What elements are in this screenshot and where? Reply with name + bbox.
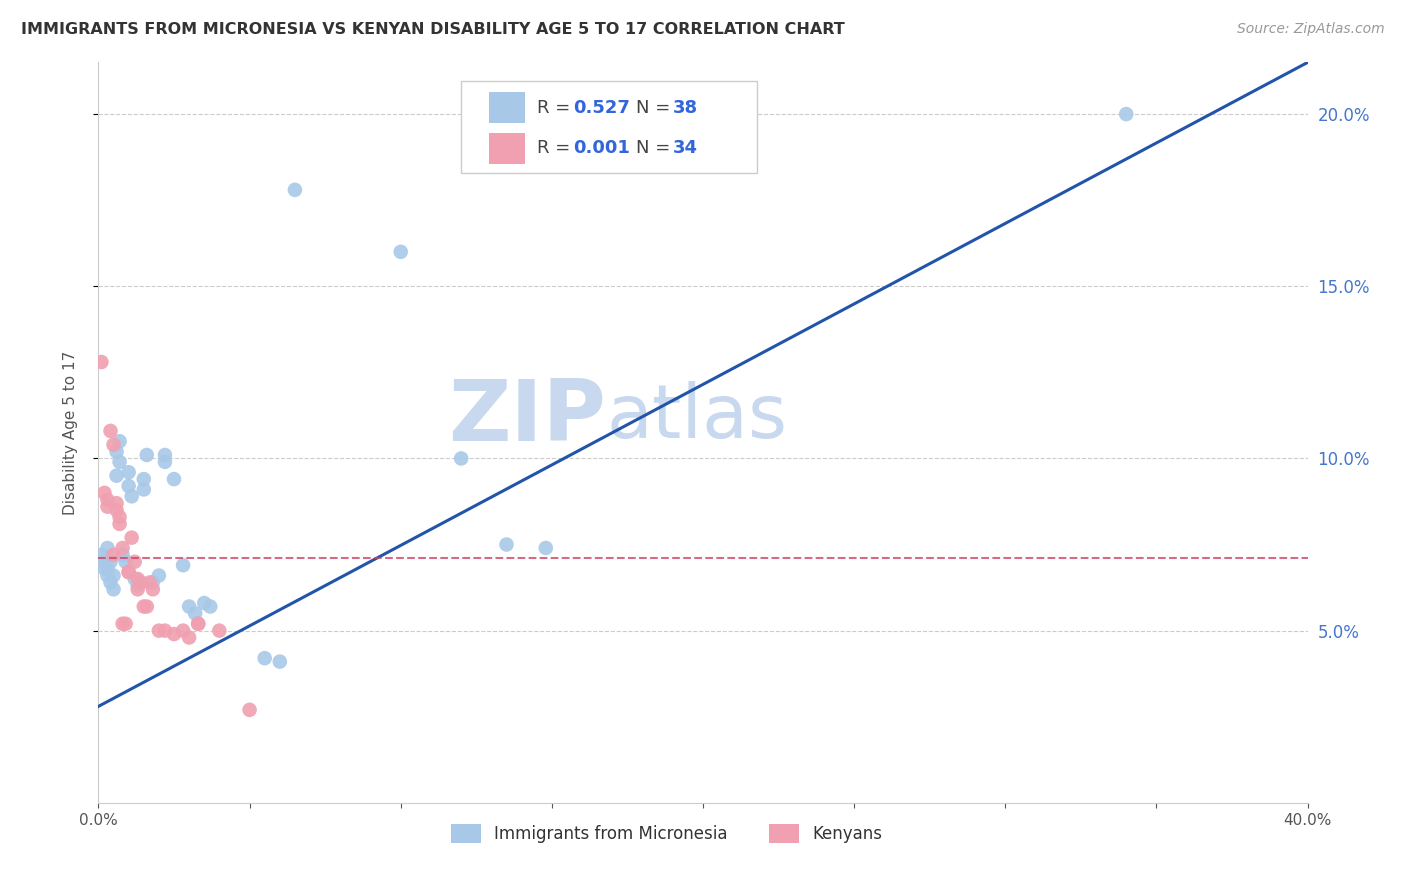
Point bbox=[103, 438, 125, 452]
Point bbox=[118, 565, 141, 579]
Point bbox=[111, 548, 134, 562]
Point bbox=[163, 627, 186, 641]
Text: atlas: atlas bbox=[606, 381, 787, 454]
Point bbox=[103, 582, 125, 597]
Point bbox=[127, 572, 149, 586]
Point bbox=[93, 555, 115, 569]
Point bbox=[135, 599, 157, 614]
Point bbox=[142, 582, 165, 597]
Text: ZIP: ZIP bbox=[449, 376, 606, 459]
Point bbox=[108, 510, 131, 524]
Point bbox=[114, 555, 136, 569]
Point bbox=[239, 703, 262, 717]
Point bbox=[139, 575, 162, 590]
Point bbox=[193, 596, 215, 610]
Y-axis label: Disability Age 5 to 17: Disability Age 5 to 17 bbox=[63, 351, 77, 515]
Text: N =: N = bbox=[637, 139, 676, 157]
Point bbox=[534, 541, 557, 555]
Point bbox=[96, 568, 118, 582]
Point bbox=[1115, 107, 1137, 121]
Text: IMMIGRANTS FROM MICRONESIA VS KENYAN DISABILITY AGE 5 TO 17 CORRELATION CHART: IMMIGRANTS FROM MICRONESIA VS KENYAN DIS… bbox=[21, 22, 845, 37]
Point bbox=[118, 479, 141, 493]
Point bbox=[132, 483, 155, 497]
Point bbox=[135, 448, 157, 462]
Point bbox=[153, 455, 176, 469]
Point bbox=[105, 444, 128, 458]
Point bbox=[100, 424, 122, 438]
Text: R =: R = bbox=[537, 139, 576, 157]
Point bbox=[127, 582, 149, 597]
Point bbox=[163, 472, 186, 486]
FancyBboxPatch shape bbox=[489, 92, 526, 123]
Text: 0.527: 0.527 bbox=[574, 99, 630, 117]
Point bbox=[153, 448, 176, 462]
FancyBboxPatch shape bbox=[489, 133, 526, 164]
Point bbox=[96, 541, 118, 555]
Point bbox=[132, 472, 155, 486]
Point bbox=[284, 183, 307, 197]
Point bbox=[172, 558, 194, 573]
Point bbox=[450, 451, 472, 466]
Point bbox=[96, 561, 118, 575]
Point bbox=[114, 616, 136, 631]
Point bbox=[124, 572, 146, 586]
Point bbox=[105, 468, 128, 483]
Point bbox=[148, 624, 170, 638]
Point bbox=[187, 616, 209, 631]
Point bbox=[269, 655, 291, 669]
Point bbox=[100, 575, 122, 590]
Point bbox=[118, 565, 141, 579]
Point bbox=[105, 503, 128, 517]
Point bbox=[118, 465, 141, 479]
Point bbox=[129, 575, 152, 590]
Point bbox=[208, 624, 231, 638]
Point bbox=[90, 355, 112, 369]
Point bbox=[93, 486, 115, 500]
Point bbox=[179, 599, 201, 614]
Point bbox=[200, 599, 222, 614]
Text: N =: N = bbox=[637, 99, 676, 117]
Point bbox=[111, 616, 134, 631]
Text: 0.001: 0.001 bbox=[574, 139, 630, 157]
Point bbox=[124, 555, 146, 569]
Point bbox=[127, 579, 149, 593]
Point bbox=[96, 500, 118, 514]
Point bbox=[121, 531, 143, 545]
Point bbox=[105, 496, 128, 510]
FancyBboxPatch shape bbox=[461, 81, 758, 173]
Point bbox=[187, 616, 209, 631]
Point bbox=[389, 244, 412, 259]
Point bbox=[103, 548, 125, 562]
Point bbox=[495, 537, 517, 551]
Point bbox=[90, 548, 112, 562]
Text: 34: 34 bbox=[672, 139, 697, 157]
Point bbox=[142, 575, 165, 590]
Point bbox=[121, 489, 143, 503]
Text: Source: ZipAtlas.com: Source: ZipAtlas.com bbox=[1237, 22, 1385, 37]
Point bbox=[100, 555, 122, 569]
Point bbox=[111, 541, 134, 555]
Point bbox=[132, 599, 155, 614]
Point bbox=[108, 455, 131, 469]
Point bbox=[148, 568, 170, 582]
Point bbox=[103, 568, 125, 582]
Point bbox=[108, 516, 131, 531]
Text: R =: R = bbox=[537, 99, 576, 117]
Point bbox=[179, 631, 201, 645]
Legend: Immigrants from Micronesia, Kenyans: Immigrants from Micronesia, Kenyans bbox=[444, 817, 890, 850]
Point bbox=[253, 651, 276, 665]
Point bbox=[108, 434, 131, 449]
Point bbox=[153, 624, 176, 638]
Text: 38: 38 bbox=[672, 99, 697, 117]
Point bbox=[184, 607, 207, 621]
Point bbox=[172, 624, 194, 638]
Point bbox=[93, 561, 115, 575]
Point bbox=[96, 492, 118, 507]
